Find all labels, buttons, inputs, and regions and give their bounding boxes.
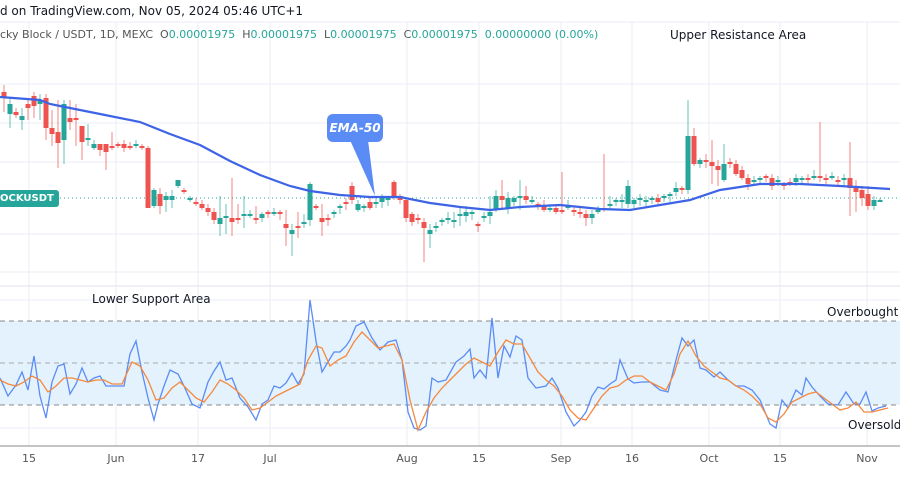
high-label: H — [242, 28, 251, 41]
x-axis-tick-label: 17 — [191, 452, 205, 465]
credit-text: d on TradingView.com, Nov 05, 2024 05:46… — [0, 4, 304, 18]
x-axis-tick-label: Aug — [396, 452, 418, 465]
x-axis-tick-label: 15 — [472, 452, 486, 465]
low-value: 0.00001975 — [330, 28, 397, 41]
ema-50-line — [0, 95, 891, 212]
overbought-label: Overbought R — [827, 305, 900, 319]
high-value: 0.00001975 — [250, 28, 317, 41]
x-axis-tick-label: Jun — [107, 452, 125, 465]
ohlc-legend: cky Block / USDT, 1D, MEXC O0.00001975 H… — [0, 28, 598, 41]
symbol-label: cky Block / USDT, 1D, MEXC — [0, 28, 154, 41]
open-label: O — [160, 28, 169, 41]
lower-support-label: Lower Support Area — [92, 292, 211, 306]
x-axis-tick-label: Oct — [699, 452, 719, 465]
x-axis-tick-label: Nov — [856, 452, 878, 465]
oversold-label: Oversold R — [848, 418, 900, 432]
x-axis-tick-label: Jul — [263, 452, 277, 465]
x-axis-tick-label: Sep — [550, 452, 572, 465]
candlestick-series — [1, 85, 883, 262]
upper-resistance-label: Upper Resistance Area — [670, 28, 807, 42]
ema-bubble-pointer — [350, 140, 375, 196]
ema-50-callout: EMA-50 — [327, 114, 383, 142]
x-axis-tick-label: 15 — [773, 452, 787, 465]
x-axis-tick-label: 16 — [625, 452, 639, 465]
close-label: C — [403, 28, 412, 41]
close-value: 0.00001975 — [411, 28, 478, 41]
oscillator-levels — [0, 320, 900, 406]
change-value: 0.00000000 (0.00%) — [484, 28, 599, 41]
open-value: 0.00001975 — [168, 28, 236, 41]
low-label: L — [323, 28, 331, 41]
oscillator-signal-line — [0, 331, 889, 432]
oscillator-fast-line — [0, 299, 887, 431]
ticker-price-tag: OCKUSDT — [0, 190, 59, 207]
x-axis-tick-label: 15 — [22, 452, 36, 465]
grid-lines — [0, 21, 900, 446]
